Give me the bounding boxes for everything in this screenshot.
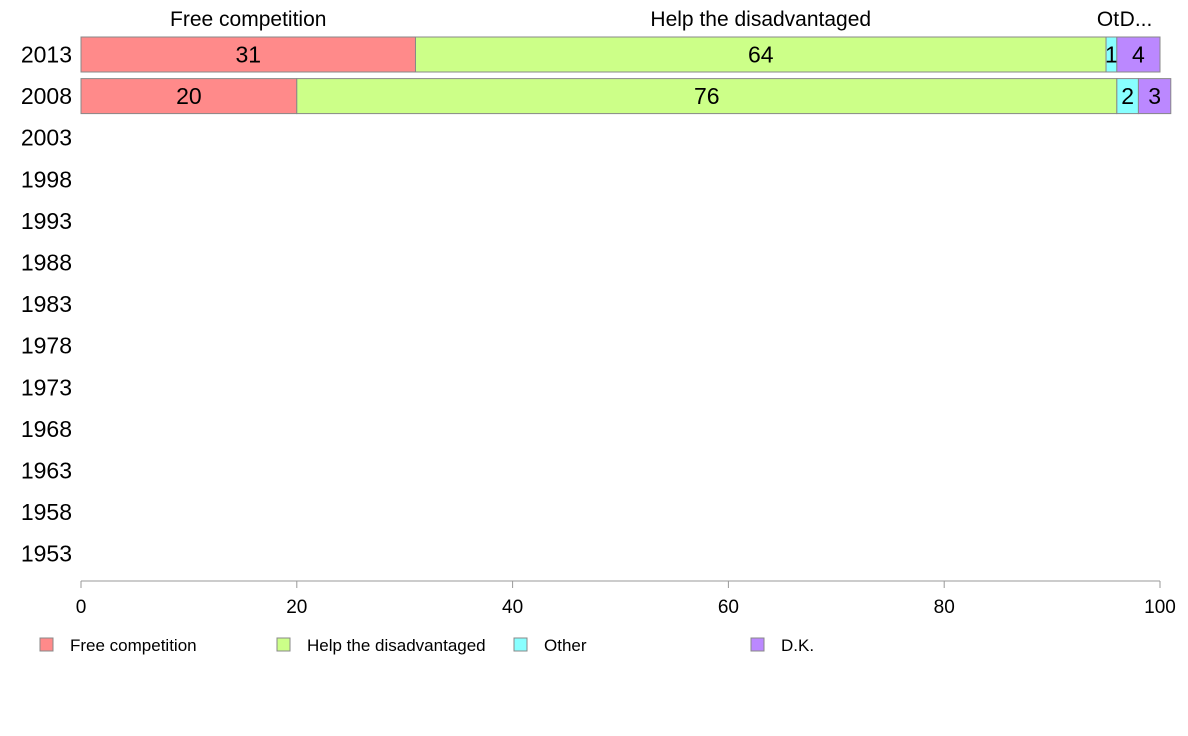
year-label: 1998 [21,166,72,192]
bar-value-label: 2 [1121,83,1134,109]
legend-swatch [513,637,528,652]
year-label: 1978 [21,333,72,359]
column-header: D... [1120,8,1153,31]
bar-segment [414,36,1107,73]
year-label: 1988 [21,250,72,276]
bars: 31 64 1 4 20 76 2 3 [80,36,1172,115]
year-label: 2013 [21,42,72,68]
x-tick-label: 100 [1144,597,1176,618]
bar-segment [1137,78,1172,115]
year-label: 1963 [21,458,72,484]
bar-value-label: 1 [1105,42,1118,68]
legend: Free competition Help the disadvantaged Ot… [39,636,814,655]
x-tick-label: 80 [934,597,955,618]
bar-value-label: 4 [1132,42,1145,68]
year-label: 1993 [21,208,72,234]
column-headers: Free competition Help the disadvantaged Ot… [170,8,1152,31]
bar-segment [80,36,416,73]
x-tick-label: 60 [718,597,739,618]
bar-value-label: 20 [176,83,202,109]
bar-value-label: 64 [748,42,774,68]
year-label: 2008 [21,83,72,109]
column-header: Ot [1097,8,1119,31]
year-label: 1983 [21,291,72,317]
legend-label: Help the disadvantaged [307,636,486,655]
year-label: 1973 [21,374,72,400]
legend-label: Free competition [70,636,197,655]
legend-swatch [276,637,291,652]
bar-segment [1116,36,1161,73]
x-tick-label: 0 [76,597,87,618]
year-label: 1958 [21,499,72,525]
legend-label: Other [544,636,587,655]
legend-label: D.K. [781,636,814,655]
year-label: 2003 [21,125,72,151]
bar-value-label: 31 [235,42,261,68]
column-header: Help the disadvantaged [650,8,871,31]
x-tick-label: 40 [502,597,523,618]
column-header: Free competition [170,8,326,31]
year-labels: 2013 2008 2003 1998 1993 1988 1983 1978 1973 1968… [21,42,72,567]
legend-swatch [39,637,54,652]
x-axis: 0 20 40 60 80 100 [76,580,1176,618]
bar-value-label: 3 [1148,83,1161,109]
x-tick-label: 20 [286,597,307,618]
legend-swatch [750,637,765,652]
bar-value-label: 76 [694,83,720,109]
year-label: 1953 [21,541,72,567]
bar-segment [296,78,1118,115]
year-label: 1968 [21,416,72,442]
